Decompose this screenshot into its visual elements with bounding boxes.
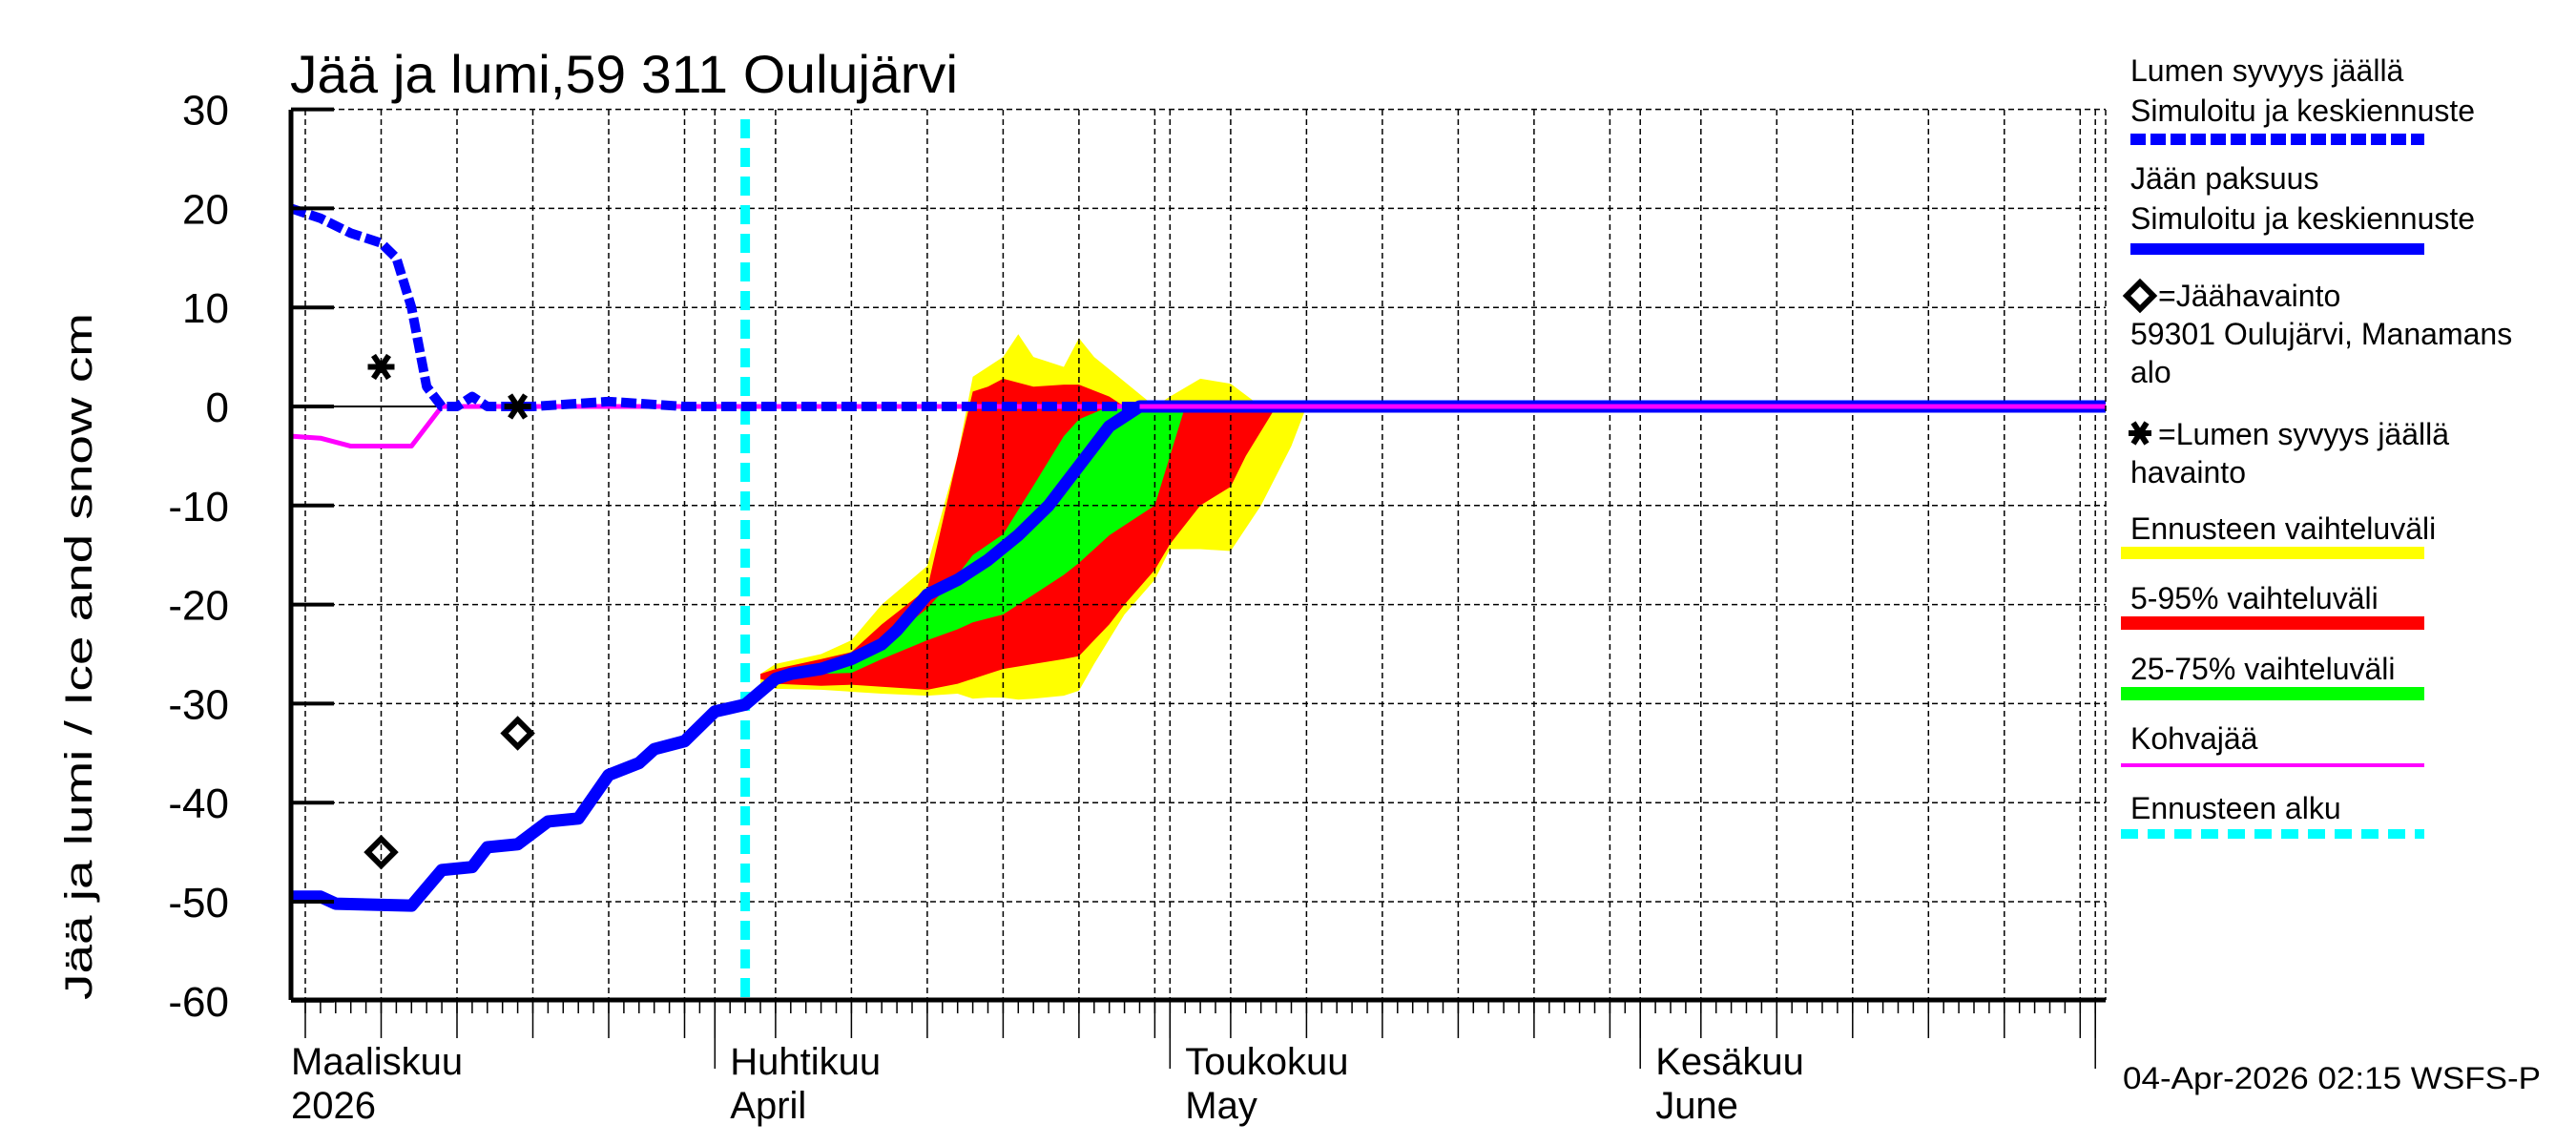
legend-forecast-start-label: Ennusteen alku	[2130, 791, 2341, 825]
legend-ice-obs-station-cont: alo	[2130, 355, 2171, 389]
y-tick-label: 30	[182, 88, 229, 135]
grid-lines	[291, 108, 2106, 1000]
y-tick-label: 20	[182, 186, 229, 233]
legend-5-95-label: 5-95% vaihteluväli	[2130, 581, 2379, 615]
y-tick-label: -40	[168, 781, 229, 827]
x-month-sublabel: 2026	[291, 1085, 376, 1127]
asterisk-icon	[2129, 421, 2151, 446]
legend-slush-label: Kohvajää	[2130, 721, 2258, 756]
x-month-sublabel: May	[1185, 1085, 1257, 1127]
legend-slush-swatch	[2121, 763, 2424, 767]
legend-snow-obs-subtitle: havainto	[2130, 455, 2246, 489]
legend-25-75-swatch	[2121, 687, 2424, 700]
y-tick-labels: 30 20 10 0 -10 -20 -30 -40 -50 -60	[168, 88, 229, 1026]
y-axis-title: Jää ja lumi / Ice and snow cm	[58, 313, 100, 1000]
legend-ice-title: Jään paksuus	[2130, 161, 2318, 196]
y-tick-label: 0	[206, 385, 229, 431]
y-tick-label: 10	[182, 285, 229, 332]
legend-ice-subtitle: Simuloitu ja keskiennuste	[2130, 201, 2475, 236]
x-month-label: Maaliskuu	[291, 1041, 463, 1083]
legend-snow-subtitle: Simuloitu ja keskiennuste	[2130, 94, 2475, 128]
legend-full-range-label: Ennusteen vaihteluväli	[2130, 511, 2436, 546]
asterisk-icon	[504, 393, 531, 420]
chart-title: Jää ja lumi,59 311 Oulujärvi	[290, 44, 958, 104]
x-month-sublabel: June	[1655, 1085, 1738, 1127]
diamond-icon	[364, 834, 399, 870]
series-2	[290, 404, 2106, 449]
series-1	[291, 400, 2106, 912]
legend-ice-obs-station: 59301 Oulujärvi, Manamans	[2130, 317, 2512, 351]
legend: Lumen syvyys jäällä Simuloitu ja keskien…	[2121, 53, 2512, 839]
y-tick-label: -60	[168, 979, 229, 1026]
y-tick-label: -30	[168, 681, 229, 728]
legend-snow-obs-title: =Lumen syvyys jäällä	[2158, 417, 2449, 451]
axes	[288, 107, 2107, 1069]
x-month-label: Huhtikuu	[730, 1041, 881, 1083]
asterisk-icon	[367, 353, 395, 381]
legend-snow-title: Lumen syvyys jäällä	[2130, 53, 2404, 88]
diamond-icon	[500, 716, 535, 751]
y-tick-label: -20	[168, 583, 229, 630]
x-month-label: Toukokuu	[1185, 1041, 1348, 1083]
series-0	[289, 203, 2106, 411]
y-axis-label: Jää ja lumi / Ice and snow cm	[58, 313, 100, 1000]
data-series	[289, 203, 2106, 912]
footer-timestamp: 04-Apr-2026 02:15 WSFS-P	[2123, 1061, 2541, 1095]
legend-ice-obs-title: =Jäähavainto	[2158, 279, 2340, 313]
legend-full-range-swatch	[2121, 547, 2424, 559]
x-month-label: Kesäkuu	[1655, 1041, 1804, 1083]
observation-markers	[364, 353, 535, 870]
x-month-sublabel: April	[730, 1085, 806, 1127]
diamond-icon	[2122, 278, 2158, 314]
legend-25-75-label: 25-75% vaihteluväli	[2130, 652, 2396, 686]
band-2	[775, 406, 1186, 677]
y-tick-label: -10	[168, 484, 229, 531]
y-tick-label: -50	[168, 880, 229, 926]
legend-5-95-swatch	[2121, 616, 2424, 630]
